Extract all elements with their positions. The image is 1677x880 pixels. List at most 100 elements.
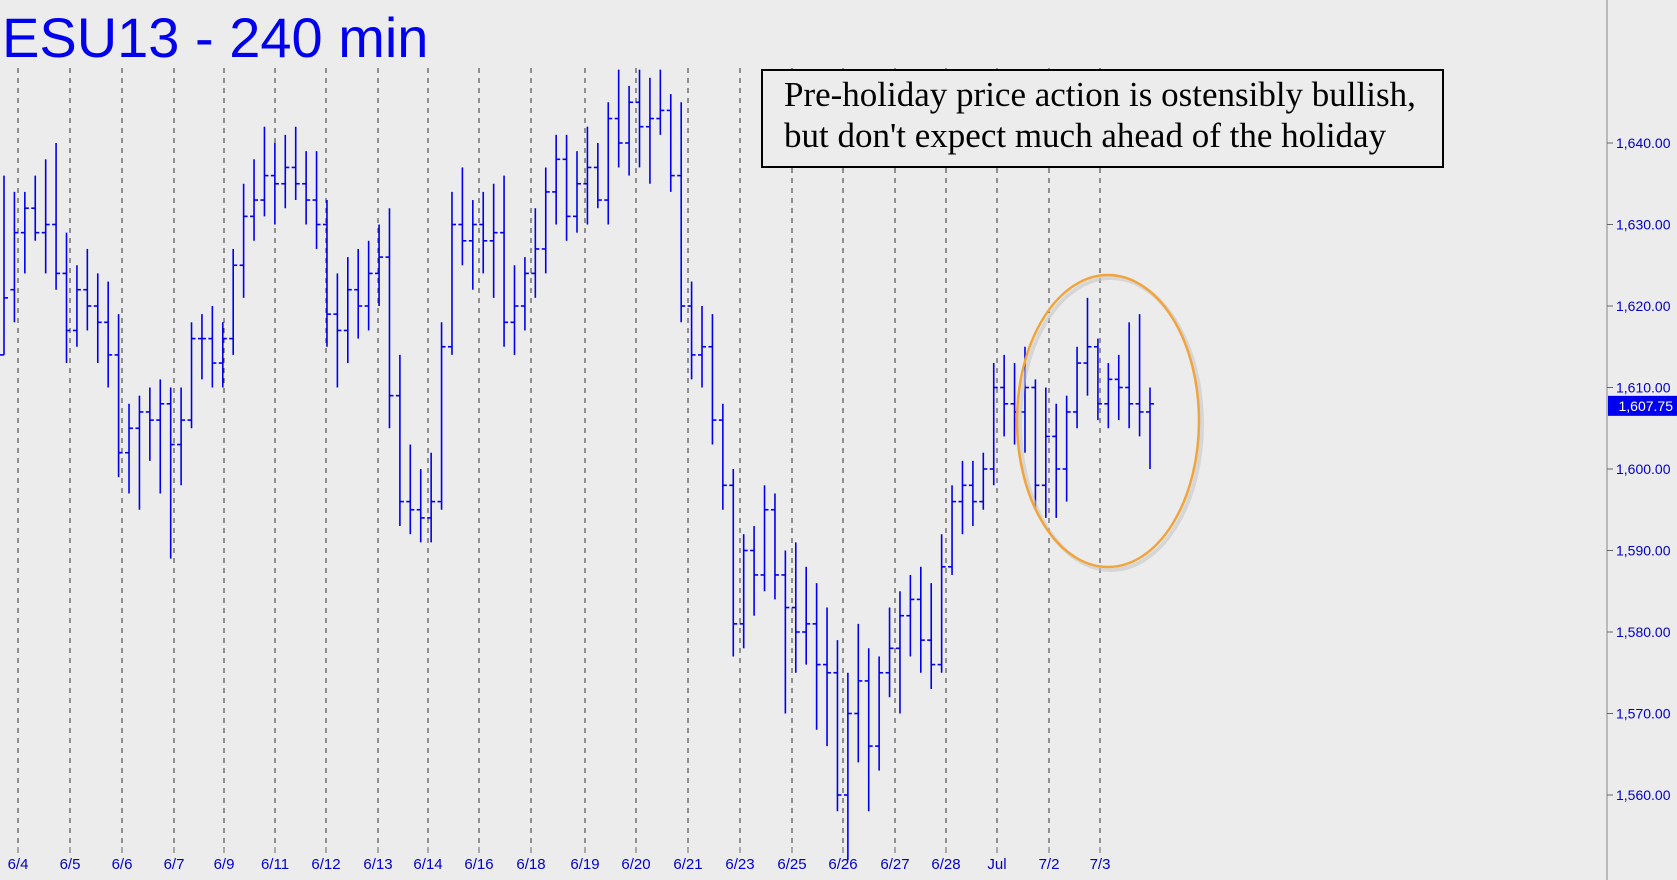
ohlc-bar bbox=[312, 151, 321, 249]
ohlc-bar bbox=[93, 273, 102, 364]
ohlc-bar bbox=[166, 387, 175, 559]
annotation-line-2: but don't expect much ahead of the holid… bbox=[784, 116, 1387, 155]
ohlc-bar bbox=[635, 69, 644, 168]
ytick-label: 1,610.00 bbox=[1616, 380, 1671, 396]
ohlc-bar bbox=[343, 257, 352, 364]
xtick-label: 6/21 bbox=[673, 856, 702, 873]
ohlc-bar bbox=[83, 248, 92, 331]
ohlc-bar bbox=[260, 126, 269, 217]
ohlc-bar bbox=[41, 159, 50, 274]
ohlc-bar bbox=[208, 306, 217, 388]
ohlc-bar bbox=[937, 534, 946, 673]
ohlc-bar bbox=[333, 273, 342, 388]
ohlc-bar bbox=[750, 526, 759, 616]
xtick-label: 6/6 bbox=[112, 856, 133, 873]
ohlc-bar bbox=[1114, 354, 1123, 421]
ohlc-bar bbox=[958, 460, 967, 535]
ohlc-bar bbox=[760, 485, 769, 592]
xtick-label: 6/14 bbox=[413, 856, 442, 873]
ohlc-bar bbox=[593, 143, 602, 209]
ohlc-bar bbox=[791, 542, 800, 673]
ohlc-bar bbox=[583, 126, 592, 225]
ohlc-bar bbox=[395, 354, 404, 527]
ytick-label: 1,570.00 bbox=[1616, 706, 1671, 722]
ohlc-bar bbox=[656, 69, 665, 135]
ohlc-bar bbox=[447, 191, 456, 355]
xtick-label: 6/25 bbox=[777, 856, 806, 873]
ohlc-bar bbox=[864, 648, 873, 812]
ohlc-bar bbox=[468, 200, 477, 290]
ohlc-bar bbox=[156, 379, 165, 494]
ohlc-bar bbox=[489, 183, 498, 298]
ohlc-bar bbox=[104, 281, 113, 388]
xtick-label: 6/5 bbox=[60, 856, 81, 873]
ohlc-bar bbox=[895, 591, 904, 714]
ohlc-bar bbox=[573, 151, 581, 233]
ohlc-bar bbox=[927, 583, 936, 690]
ohlc-bar bbox=[625, 85, 634, 176]
price-axis-background bbox=[1607, 0, 1677, 847]
xtick-label: 6/28 bbox=[931, 856, 960, 873]
ohlc-bar bbox=[770, 493, 779, 600]
ohlc-bar bbox=[718, 403, 727, 510]
price-axis: 1,560.00 1,570.00 1,580.00 1,590.00 1,600.00… bbox=[1607, 135, 1671, 803]
ohlc-bar bbox=[1062, 395, 1071, 502]
ytick-label: 1,640.00 bbox=[1616, 135, 1671, 151]
ohlc-bar bbox=[125, 403, 134, 494]
ohlc-bar bbox=[229, 248, 238, 355]
xtick-label: 6/7 bbox=[164, 856, 185, 873]
ohlc-bar bbox=[20, 191, 29, 274]
ohlc-bar bbox=[823, 607, 832, 747]
xtick-label: 7/3 bbox=[1090, 856, 1111, 873]
ohlc-bar bbox=[614, 69, 623, 168]
ohlc-bar bbox=[406, 444, 415, 535]
annotation-line-1: Pre-holiday price action is ostensibly b… bbox=[784, 75, 1416, 114]
ohlc-bar bbox=[187, 322, 196, 429]
highlight-ellipse bbox=[1015, 273, 1201, 569]
ohlc-bar bbox=[114, 314, 123, 478]
ohlc-bar bbox=[354, 248, 363, 339]
ohlc-bar bbox=[72, 265, 81, 347]
ohlc-bar bbox=[677, 102, 686, 323]
ohlc-bar bbox=[979, 452, 988, 510]
ohlc-bar bbox=[218, 322, 227, 388]
ohlc-bar bbox=[698, 306, 707, 388]
ohlc-bar bbox=[1000, 354, 1009, 437]
ohlc-bar bbox=[906, 574, 915, 657]
ohlc-bar bbox=[739, 534, 748, 649]
xtick-label: 6/20 bbox=[621, 856, 650, 873]
ohlc-bar bbox=[302, 151, 311, 225]
xtick-label: 6/13 bbox=[363, 856, 392, 873]
ohlc-bar bbox=[948, 485, 957, 575]
last-price-label: 1,607.75 bbox=[1619, 398, 1674, 414]
xtick-label: 6/12 bbox=[311, 856, 340, 873]
ohlc-bar bbox=[510, 265, 519, 355]
ohlc-bar bbox=[479, 191, 488, 274]
ohlc-bar bbox=[729, 469, 738, 657]
ohlc-bar bbox=[531, 208, 540, 298]
ohlc-bar bbox=[197, 314, 206, 380]
xtick-label: 6/16 bbox=[464, 856, 493, 873]
ohlc-bar bbox=[687, 281, 696, 380]
xtick-label: 6/23 bbox=[725, 856, 754, 873]
xtick-label: 6/9 bbox=[214, 856, 235, 873]
ohlc-bar bbox=[1146, 387, 1154, 469]
ohlc-bar bbox=[1073, 346, 1082, 429]
ohlc-bar bbox=[322, 200, 331, 347]
ohlc-bar bbox=[427, 452, 436, 543]
ytick-label: 1,580.00 bbox=[1616, 624, 1671, 640]
ytick-label: 1,620.00 bbox=[1616, 298, 1671, 314]
annotation-box: Pre-holiday price action is ostensibly b… bbox=[761, 69, 1444, 168]
annotation-frame bbox=[761, 69, 1444, 168]
xtick-label: 6/26 bbox=[828, 856, 857, 873]
ohlc-bar bbox=[416, 469, 425, 543]
ohlc-bar bbox=[0, 175, 8, 356]
xtick-label: 7/2 bbox=[1039, 856, 1060, 873]
ohlc-bar bbox=[458, 167, 467, 266]
ohlc-bar bbox=[135, 395, 144, 510]
ohlc-bar bbox=[145, 387, 154, 461]
ohlc-bar bbox=[812, 583, 821, 730]
last-price-badge bbox=[1608, 395, 1677, 416]
ohlc-bar bbox=[562, 134, 571, 241]
date-axis-background bbox=[0, 847, 1677, 880]
